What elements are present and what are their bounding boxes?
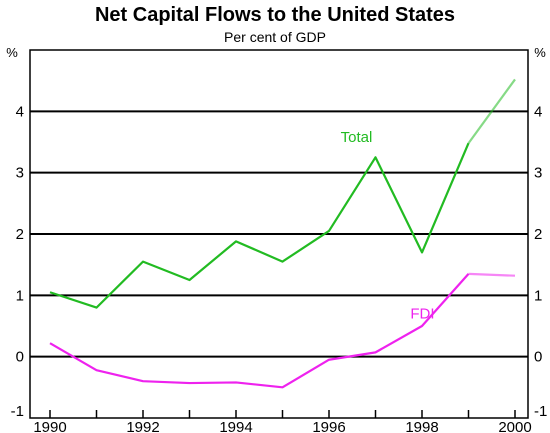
x-tick-label: 2000	[498, 419, 531, 433]
series-group	[49, 78, 516, 389]
plot-frame	[29, 49, 529, 419]
x-tick-label: 1992	[126, 419, 159, 433]
x-tick-label: 1994	[219, 419, 252, 433]
series-line-fdi-projection	[468, 272, 516, 277]
y-unit-right: %	[534, 45, 546, 60]
series-label-fdi: FDI	[410, 306, 434, 323]
y-tick-label-left: -1	[11, 403, 24, 420]
y-tick-label-right: -1	[534, 403, 547, 420]
y-tick-label-right: 4	[534, 103, 542, 120]
y-unit-left: %	[6, 45, 18, 60]
y-tick-label-right: 0	[534, 349, 542, 366]
y-tick-label-left: 2	[16, 226, 24, 243]
chart-subtitle: Per cent of GDP	[224, 29, 326, 45]
x-tick-label: 1990	[33, 419, 66, 433]
x-tick-label: 1998	[405, 419, 438, 433]
y-tick-label-left: 3	[16, 165, 24, 182]
x-tick-labels: 1990 1992 1994 1996 1998 2000	[33, 419, 531, 433]
gridlines	[30, 110, 528, 358]
y-tick-label-left: 4	[16, 103, 24, 120]
chart-title: Net Capital Flows to the United States	[94, 4, 456, 26]
y-tick-label-right: 2	[534, 226, 542, 243]
series-line-fdi	[49, 273, 470, 389]
y-tick-label-right: 1	[534, 287, 542, 304]
series-line-total	[49, 142, 470, 309]
y-tick-label-left: 1	[16, 287, 24, 304]
y-tick-label-left: 0	[16, 349, 24, 366]
y-tick-labels: -1 -1 0 0 1 1 2 2 3 3 4 4	[11, 103, 548, 420]
x-ticks	[49, 410, 516, 418]
y-tick-label-right: 3	[534, 165, 542, 182]
series-line-total-projection	[467, 78, 516, 144]
x-tick-label: 1996	[312, 419, 345, 433]
series-label-total: Total	[341, 129, 373, 146]
